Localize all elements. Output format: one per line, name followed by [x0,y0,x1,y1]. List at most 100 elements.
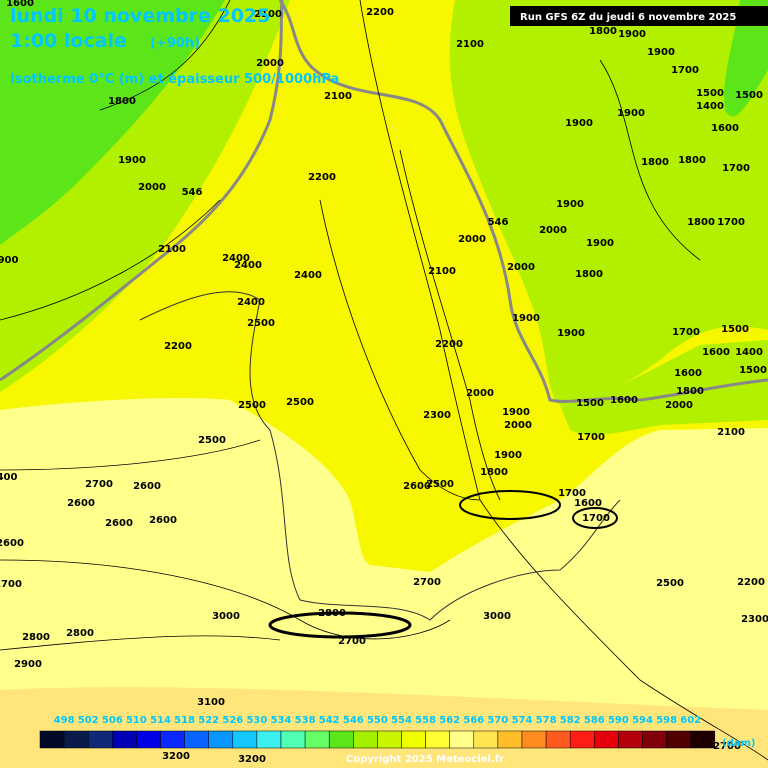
contour-label: 1800 [575,269,603,280]
hour: 1:00 locale [10,30,127,52]
legend-label: 534 [271,715,292,726]
legend-label: 498 [54,715,75,726]
contour-label: 1600 [674,368,702,379]
contour-label: 1600 [711,123,739,134]
contour-label: 2700 [413,577,441,588]
contour-label: 2100 [456,39,484,50]
contour-label: 2000 [539,225,567,236]
contour-label: 1700 [577,432,605,443]
contour-label: 3200 [238,754,266,765]
contour-label: 2100 [254,9,282,20]
legend-label: 562 [439,715,460,726]
contour-label: 1600 [574,498,602,509]
contour-label: 2500 [656,578,684,589]
legend-swatch [594,730,619,749]
contour-label: 2500 [238,400,266,411]
run-box [510,6,768,26]
contour-label: 1700 [558,488,586,499]
copyright: Copyright 2025 Meteociel.fr [346,754,504,765]
contour-line [0,635,281,651]
contour-label: 1800 [641,157,669,168]
legend-swatch [666,730,691,749]
contour-label: 2600 [0,538,24,549]
legend-swatch [425,730,450,749]
contour-label: 1800 [589,26,617,37]
contour-label: 2000 [507,262,535,273]
legend-label: 506 [102,715,123,726]
contour-line [99,0,231,111]
contour-label: 2400 [237,297,265,308]
contour-line [319,199,481,501]
contour-label: 2700 [85,479,113,490]
contour-label: 2400 [234,260,262,271]
contour-label: 1900 [556,199,584,210]
contour-label: 1700 [672,327,700,338]
legend-label: 602 [680,715,701,726]
contour-label: 1400 [735,347,763,358]
contour-label: 400 [0,472,17,483]
contour-label: 900 [0,255,18,266]
legend-swatch [642,730,667,749]
legend-label: 574 [512,715,533,726]
contour-label: 1700 [582,513,610,524]
contour-label: 1700 [722,163,750,174]
contour-label: 2200 [366,7,394,18]
contour-label: 1900 [617,108,645,119]
contour-label: 2300 [423,410,451,421]
legend-label: 566 [463,715,484,726]
legend-label: 518 [174,715,195,726]
contour-label: 2300 [741,614,768,625]
legend-label: 550 [367,715,388,726]
legend-label: 582 [560,715,581,726]
contour-label: 1500 [696,88,724,99]
contour-label: 1800 [480,467,508,478]
contour-label: 1900 [512,313,540,324]
legend-swatch [401,730,426,749]
legend-label: 502 [78,715,99,726]
legend-label: 594 [632,715,653,726]
legend-swatch [304,730,330,749]
contour-label: 2200 [308,172,336,183]
contour-label: 1900 [586,238,614,249]
legend-label: 598 [656,715,677,726]
legend-label: 554 [391,715,412,726]
legend-swatch [569,730,595,749]
contour-label: 3000 [212,611,240,622]
contour-label: 2000 [138,182,166,193]
legend: 498 502 506 510 514 518 522 526 530 534 538 542 546 5… [39,715,716,749]
contour-label: 3200 [162,751,190,762]
contour-label: 1900 [647,47,675,58]
contour-label: 2600 [67,498,95,509]
legend-swatch [63,730,89,749]
legend-label: 522 [198,715,219,726]
legend-label: 590 [608,715,629,726]
contour-label: 1500 [721,324,749,335]
contour-label: 2600 [133,481,161,492]
contour-label: 2400 [222,253,250,264]
contour-line [599,59,701,261]
legend-swatch [39,730,65,749]
contour-label: 1800 [687,217,715,228]
contour-label: 1700 [717,217,745,228]
legend-swatch [184,730,209,749]
contour-label: 1900 [502,407,530,418]
contour-line [0,559,451,640]
contour-cluster [459,490,561,520]
date: lundi 10 novembre 2025 [10,5,270,27]
contour-label: 2700 [713,741,741,752]
legend-label: 538 [295,715,316,726]
contour-label: 2800 [22,632,50,643]
contour-label: 1500 [576,398,604,409]
run: Run GFS 6Z du jeudi 6 novembre 2025 [520,12,736,23]
legend-label: 546 [343,715,364,726]
contour-label: 1900 [557,328,585,339]
contour-label: 2900 [14,659,42,670]
contour-label: 2000 [665,400,693,411]
contour-label: 1900 [494,450,522,461]
contour-label: 2800 [318,608,346,619]
contour-label: 2400 [294,270,322,281]
contour-label: 3100 [197,697,225,708]
field: Isotherme 0°C (m) et épaisseur 500/1000h… [10,72,339,87]
